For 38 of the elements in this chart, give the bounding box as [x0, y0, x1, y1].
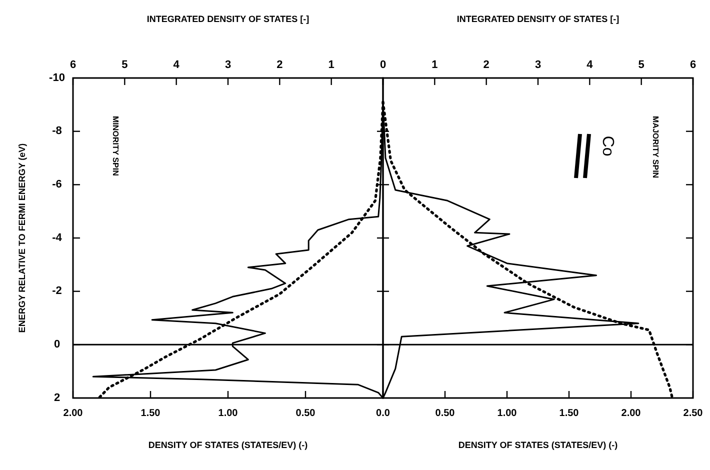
annotation: MAJORITY SPIN [651, 116, 660, 178]
annotation: MINORITY SPIN [111, 116, 120, 176]
x-tick-label: 2.00 [63, 408, 84, 419]
y-axis-title: ENERGY RELATIVE TO FERMI ENERGY (eV) [17, 143, 27, 333]
x2-tick-label: 5 [122, 59, 128, 71]
x2-tick-label: 4 [173, 59, 180, 71]
x2-tick-label: 1 [432, 59, 438, 71]
x-axis-title: DENSITY OF STATES (STATES/EV) (-) [148, 440, 308, 450]
x2-tick-label: 2 [276, 59, 283, 71]
x-tick-label: 2.50 [683, 408, 704, 419]
x-tick-label: 0.50 [435, 408, 456, 419]
x2-tick-label: 6 [690, 59, 696, 71]
y-tick-label: -6 [52, 178, 62, 191]
x2-tick-label: 6 [70, 59, 76, 71]
x2-axis-title: INTEGRATED DENSITY OF STATES [-] [456, 14, 620, 24]
x2-axis-title: INTEGRATED DENSITY OF STATES [-] [146, 14, 310, 24]
x2-tick-label: 0 [380, 59, 386, 71]
x2-tick-label: 4 [586, 59, 594, 71]
x-tick-label: 0.50 [296, 408, 316, 419]
annotation: Co [598, 136, 616, 156]
x-tick-label: 1.50 [140, 408, 161, 419]
x-tick-label: 0.0 [376, 408, 390, 419]
y-tick-label: 0 [54, 338, 60, 351]
y-tick-label: -2 [52, 285, 62, 298]
x-tick-label: 2.00 [621, 408, 642, 419]
y-tick-label: -4 [52, 232, 63, 244]
x-tick-label: 1.00 [218, 408, 238, 419]
x-axis-title: DENSITY OF STATES (STATES/EV) (-) [458, 440, 618, 450]
x2-tick-label: 1 [328, 59, 334, 71]
x2-tick-label: 3 [224, 59, 232, 71]
x2-tick-label: 3 [534, 59, 542, 71]
x2-tick-label: 5 [638, 59, 644, 71]
x-tick-label: 1.50 [559, 408, 580, 419]
y-tick-label: 2 [54, 392, 60, 404]
x2-tick-label: 2 [483, 59, 490, 71]
x-tick-label: 1.00 [497, 408, 518, 419]
y-tick-label: -8 [52, 125, 62, 138]
y-tick-label: -10 [49, 72, 65, 84]
